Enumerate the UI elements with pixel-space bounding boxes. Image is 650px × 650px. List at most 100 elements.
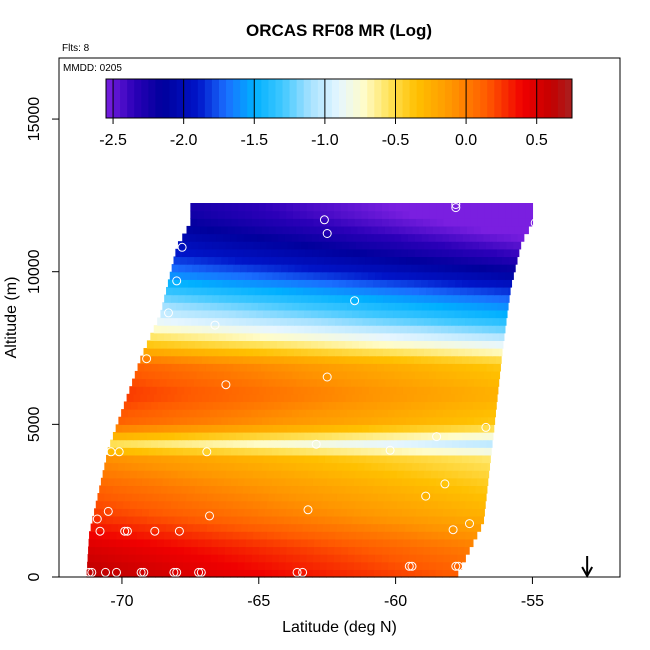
heatmap-cell <box>485 317 494 326</box>
heatmap-cell <box>160 515 169 525</box>
heatmap-cell <box>197 271 205 280</box>
heatmap-cell <box>399 256 407 265</box>
heatmap-cell <box>468 340 476 349</box>
heatmap-cell <box>138 416 147 425</box>
heatmap-cell <box>241 493 249 502</box>
heatmap-cell <box>381 508 389 517</box>
heatmap-cell <box>280 348 288 357</box>
heatmap-cell <box>182 302 191 311</box>
heatmap-cell <box>177 500 186 509</box>
heatmap-cell <box>525 218 534 227</box>
heatmap-cell <box>178 401 187 410</box>
heatmap-cell <box>473 286 482 296</box>
heatmap-cell <box>219 401 228 410</box>
heatmap-cell <box>446 462 454 471</box>
heatmap-cell <box>213 286 222 296</box>
heatmap-cell <box>297 325 305 334</box>
heatmap-cell <box>231 203 239 212</box>
heatmap-cell <box>237 508 246 517</box>
heatmap-cell <box>279 210 287 219</box>
heatmap-cell <box>415 447 424 456</box>
heatmap-cell <box>86 569 95 578</box>
heatmap-cell <box>397 363 405 372</box>
heatmap-cell <box>357 462 365 471</box>
observation-point <box>210 320 220 330</box>
heatmap-cell <box>485 424 493 433</box>
heatmap-cell <box>473 462 482 471</box>
heatmap-cell <box>227 225 235 235</box>
observation-point <box>205 511 214 521</box>
heatmap-cell <box>458 538 466 548</box>
heatmap-cell <box>337 256 346 265</box>
heatmap-cell <box>252 538 261 548</box>
heatmap-cell <box>143 538 151 548</box>
heatmap-cell <box>191 538 199 548</box>
heatmap-cell <box>190 218 198 227</box>
heatmap-cell <box>199 264 207 273</box>
heatmap-cell <box>393 515 401 525</box>
heatmap-cell <box>393 340 401 349</box>
heatmap-cell <box>313 554 321 563</box>
heatmap-cell <box>424 531 432 540</box>
heatmap-cell <box>357 493 365 502</box>
heatmap-cell <box>254 523 263 532</box>
heatmap-cell <box>321 241 330 250</box>
heatmap-cell <box>253 401 262 410</box>
heatmap-cell <box>478 317 487 326</box>
heatmap-cell <box>249 485 258 494</box>
heatmap-cell <box>129 538 138 548</box>
heatmap-cell <box>376 439 385 448</box>
heatmap-cell <box>210 477 218 487</box>
heatmap-cell <box>237 477 246 487</box>
heatmap-cell <box>324 485 333 494</box>
heatmap-cell <box>319 477 328 487</box>
heatmap-cell <box>484 210 492 219</box>
heatmap-cell <box>282 493 290 502</box>
heatmap-cell <box>363 363 371 372</box>
heatmap-cell <box>277 279 285 288</box>
heatmap-cell <box>429 218 438 227</box>
heatmap-cell <box>278 569 286 578</box>
heatmap-cell <box>458 332 466 341</box>
heatmap-cell <box>283 515 292 525</box>
heatmap-cell <box>200 286 208 296</box>
heatmap-cell <box>472 500 480 509</box>
heatmap-cell <box>427 393 436 403</box>
heatmap-cell <box>402 554 410 563</box>
heatmap-cell <box>233 439 241 448</box>
heatmap-cell <box>359 325 367 334</box>
heatmap-cell <box>450 210 458 219</box>
heatmap-cell <box>375 538 384 548</box>
heatmap-cell <box>310 309 319 319</box>
heatmap-cell <box>234 286 242 296</box>
heatmap-cell <box>270 279 278 288</box>
heatmap-cell <box>449 233 457 242</box>
heatmap-cell <box>172 286 181 296</box>
heatmap-cell <box>265 554 273 563</box>
heatmap-cell <box>382 424 390 433</box>
heatmap-cell <box>369 470 377 479</box>
heatmap-cell <box>177 470 186 479</box>
heatmap-cell <box>429 203 438 212</box>
heatmap-cell <box>442 302 451 311</box>
heatmap-cell <box>318 485 326 494</box>
heatmap-cell <box>268 378 277 387</box>
heatmap-cell <box>144 439 152 448</box>
heatmap-cell <box>454 340 463 349</box>
heatmap-cell <box>351 256 359 265</box>
heatmap-cell <box>302 493 311 502</box>
heatmap-cell <box>237 447 246 456</box>
heatmap-cell <box>356 363 364 372</box>
heatmap-cell <box>400 454 408 464</box>
heatmap-cell <box>256 515 264 525</box>
heatmap-cell <box>335 317 343 326</box>
heatmap-cell <box>458 294 466 303</box>
heatmap-cell <box>393 431 401 441</box>
heatmap-cell <box>239 348 247 357</box>
heatmap-cell <box>285 569 293 578</box>
heatmap-cell <box>321 294 329 303</box>
heatmap-cell <box>364 416 373 425</box>
heatmap-cell <box>365 340 374 349</box>
heatmap-cell <box>107 569 115 578</box>
heatmap-cell <box>220 462 229 471</box>
